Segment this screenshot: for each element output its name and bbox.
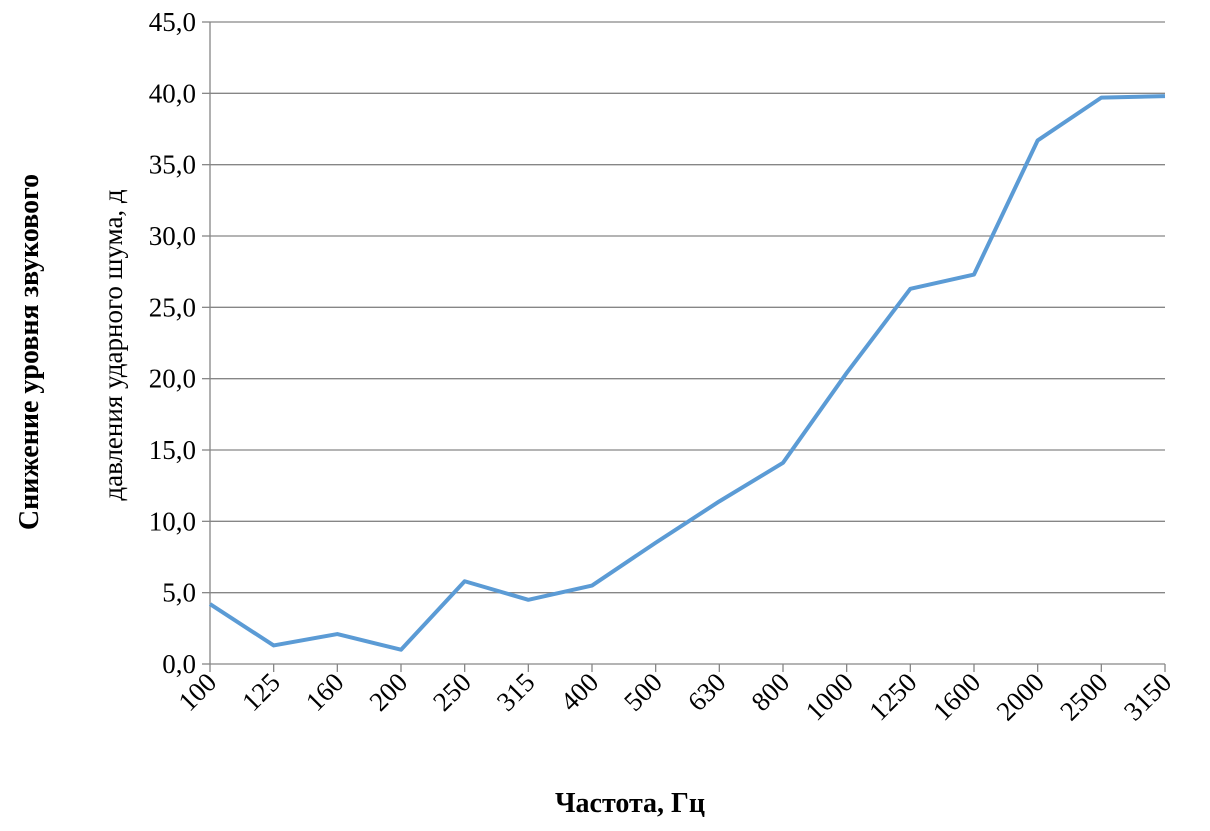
x-tick-label: 1250 [863, 667, 922, 726]
x-tick-label: 1600 [927, 667, 986, 726]
x-tick-label: 3150 [1118, 667, 1177, 726]
y-tick-label: 20,0 [149, 364, 196, 394]
y-tick-label: 25,0 [149, 292, 196, 322]
x-tick-label: 500 [618, 667, 668, 717]
y-axis-title: Снижение уровня звукового [14, 174, 45, 530]
y-tick-label: 5,0 [162, 578, 196, 608]
y-tick-label: 45,0 [149, 7, 196, 37]
x-tick-label: 315 [491, 667, 541, 717]
x-tick-label: 630 [682, 667, 732, 717]
x-tick-label: 2000 [991, 667, 1050, 726]
y-tick-label: 35,0 [149, 150, 196, 180]
x-tick-label: 1000 [800, 667, 859, 726]
x-axis-title: Частота, Гц [555, 788, 705, 819]
x-tick-label: 160 [300, 667, 350, 717]
x-tick-label: 800 [745, 667, 795, 717]
x-tick-label: 125 [236, 667, 286, 717]
x-tick-label: 250 [427, 667, 477, 717]
x-tick-label: 2500 [1054, 667, 1113, 726]
y-axis-title: давления ударного шума, д [98, 189, 128, 501]
y-tick-label: 15,0 [149, 435, 196, 465]
y-tick-label: 30,0 [149, 221, 196, 251]
x-tick-label: 400 [554, 667, 604, 717]
data-line [208, 94, 1166, 652]
y-tick-label: 10,0 [149, 506, 196, 536]
y-tick-label: 40,0 [149, 78, 196, 108]
x-tick-label: 200 [363, 667, 413, 717]
y-tick-label: 0,0 [162, 649, 196, 679]
